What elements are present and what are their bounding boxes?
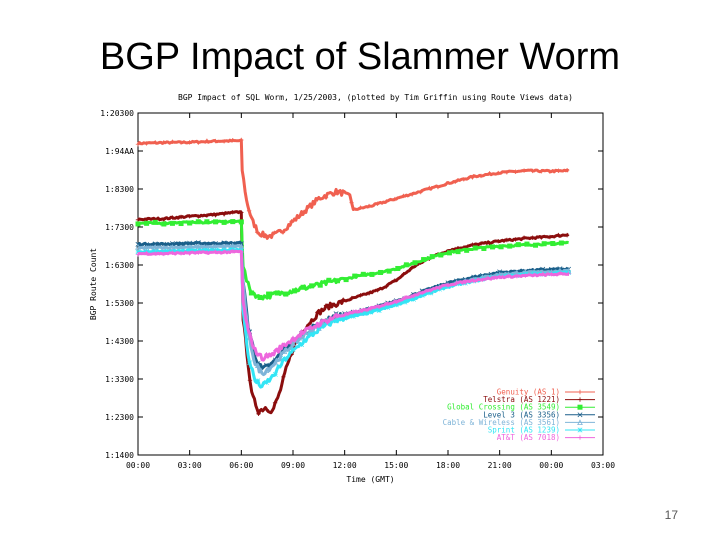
legend-entry: Genuity (AS 1)	[497, 388, 595, 397]
chart-title: BGP Impact of SQL Worm, 1/25/2003, (plot…	[178, 93, 573, 102]
y-tick-label: 1:20300	[100, 109, 134, 118]
y-axis-label: BGP Route Count	[89, 248, 98, 320]
y-tick-label: 1:94AA	[105, 147, 134, 156]
series-2	[135, 209, 570, 417]
series-3	[135, 219, 569, 301]
x-tick-label: 03:00	[591, 461, 615, 470]
legend-label: Cable & Wireless (AS 3561)	[443, 418, 560, 427]
legend-label: Genuity (AS 1)	[497, 388, 560, 397]
y-tick-label: 1:6300	[105, 261, 134, 270]
x-tick-label: 15:00	[384, 461, 408, 470]
series-line	[137, 240, 570, 371]
y-tick-label: 1:2300	[105, 413, 134, 422]
series-6	[135, 246, 572, 389]
y-tick-label: 1:1400	[105, 451, 134, 460]
legend-entry: Level 3 (AS 3356)	[483, 410, 595, 419]
slide-title: BGP Impact of Slammer Worm	[99, 36, 621, 78]
plot-frame	[137, 112, 604, 456]
y-tick-label: 1:7300	[105, 223, 134, 232]
x-tick-label: 06:00	[229, 461, 253, 470]
legend-label: Sprint (AS 1239)	[488, 426, 560, 435]
x-tick-label: 18:00	[436, 461, 460, 470]
y-tick-label: 1:5300	[105, 299, 134, 308]
x-tick-label: 09:00	[281, 461, 305, 470]
x-tick-label: 21:00	[488, 461, 512, 470]
legend-entry: Global Crossing (AS 3549)	[447, 403, 595, 412]
legend-entry: Cable & Wireless (AS 3561)	[443, 418, 595, 427]
slide-page-number: 17	[664, 508, 678, 522]
x-tick-label: 12:00	[333, 461, 357, 470]
series-line	[137, 219, 569, 301]
x-tick-label: 00:00	[126, 461, 150, 470]
x-axis-label: Time (GMT)	[346, 475, 394, 484]
series-4	[135, 240, 572, 371]
legend-entry: Sprint (AS 1239)	[488, 426, 595, 435]
legend-label: Level 3 (AS 3356)	[483, 410, 560, 419]
y-tick-label: 1:3300	[105, 375, 134, 384]
x-tick-label: 00:00	[539, 461, 563, 470]
series-5	[135, 242, 572, 377]
y-tick-label: 1:4300	[105, 337, 134, 346]
x-tick-label: 03:00	[178, 461, 202, 470]
legend-label: AT&T (AS 7018)	[497, 433, 560, 442]
y-tick-label: 1:8300	[105, 185, 134, 194]
series-line	[136, 138, 570, 240]
legend-label: Global Crossing (AS 3549)	[447, 403, 560, 412]
series-1	[135, 137, 570, 240]
legend-label: Telstra (AS 1221)	[483, 395, 560, 404]
legend-entry: AT&T (AS 7018)	[497, 433, 595, 442]
series-line	[137, 249, 570, 362]
legend-entry: Telstra (AS 1221)	[483, 395, 595, 404]
series-7	[135, 249, 571, 362]
